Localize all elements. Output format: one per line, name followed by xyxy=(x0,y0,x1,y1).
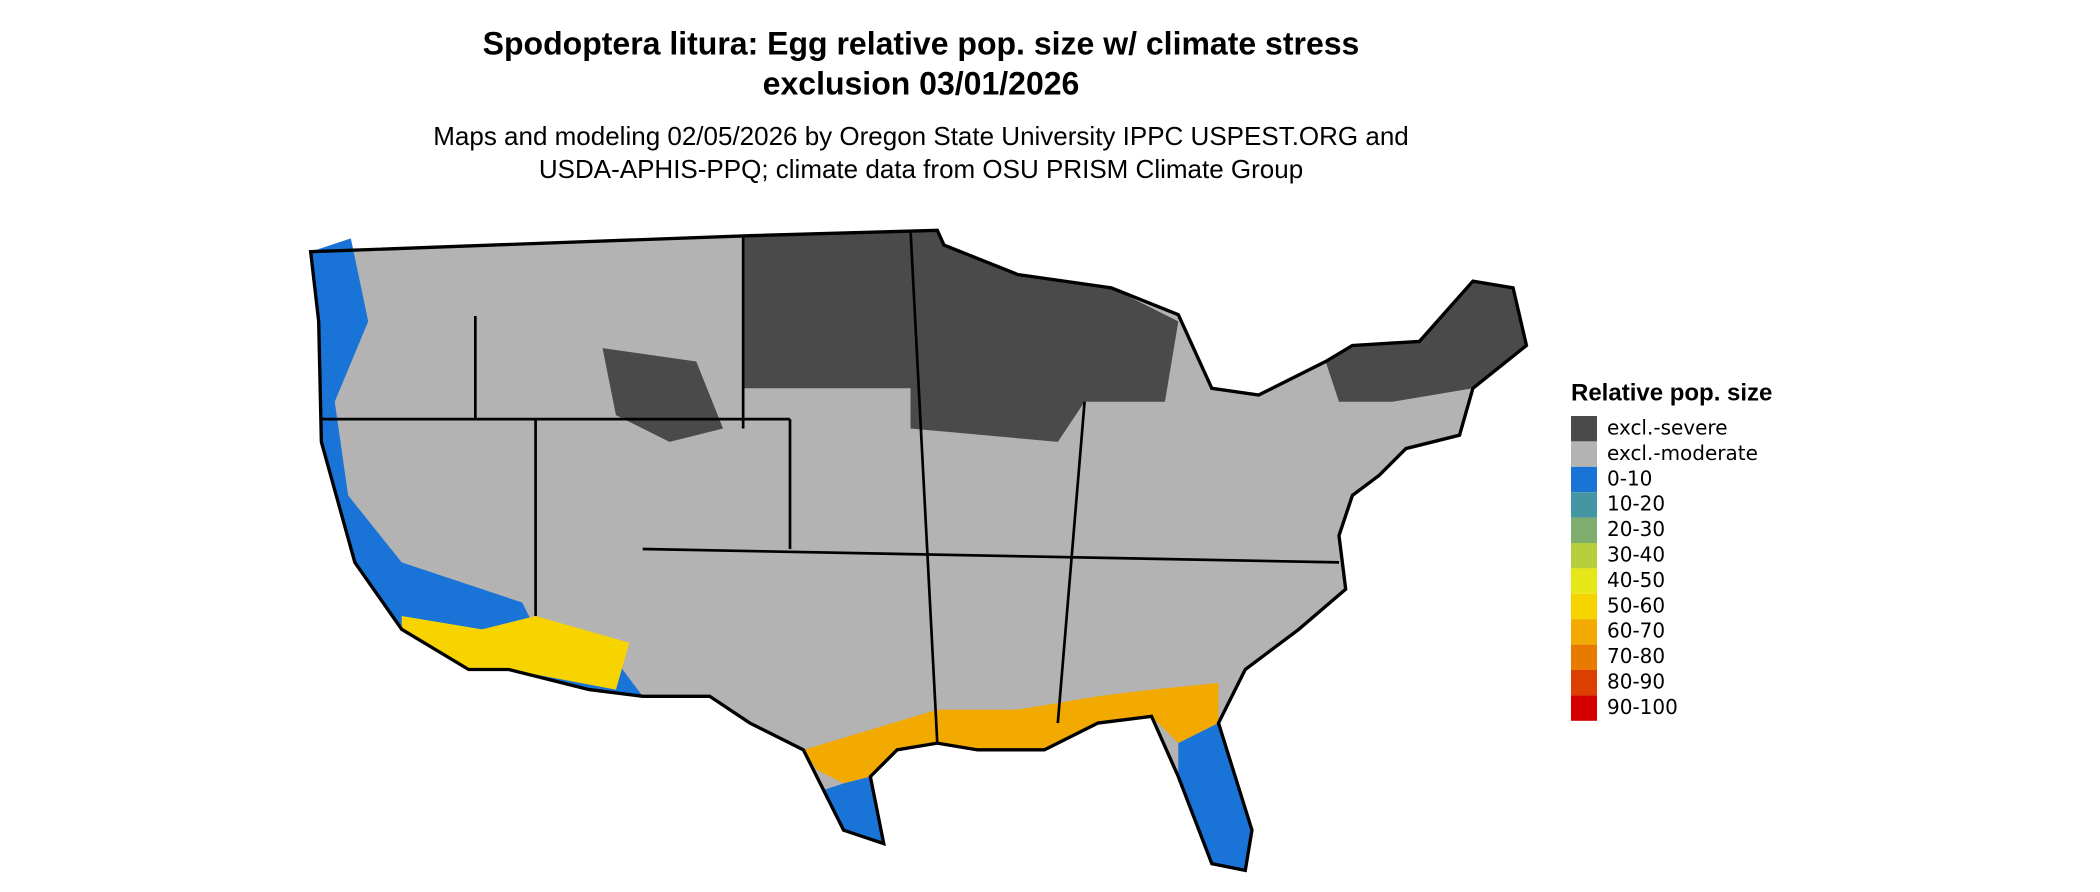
legend-label: 20-30 xyxy=(1607,517,1665,541)
legend-label: 50-60 xyxy=(1607,593,1665,617)
subtitle-line: Maps and modeling 02/05/2026 by Oregon S… xyxy=(433,121,1409,151)
low-region xyxy=(823,776,884,844)
legend-swatch xyxy=(1571,543,1597,569)
legend-label: 0-10 xyxy=(1607,466,1652,490)
legend-label: 70-80 xyxy=(1607,644,1665,668)
low-region xyxy=(1178,723,1252,871)
mid-region xyxy=(401,615,630,690)
legend-swatch xyxy=(1571,466,1597,493)
legend-label: 90-100 xyxy=(1607,695,1678,719)
legend-title: Relative pop. size xyxy=(1571,379,1772,406)
severe-region xyxy=(1325,281,1527,402)
title-line: Spodoptera litura: Egg relative pop. siz… xyxy=(483,25,1360,61)
legend-label: excl.-severe xyxy=(1607,416,1728,440)
legend-swatch xyxy=(1571,441,1597,467)
legend-swatch xyxy=(1571,593,1597,620)
legend-swatch xyxy=(1571,517,1597,543)
legend-swatch xyxy=(1571,619,1597,645)
legend-label: 30-40 xyxy=(1607,543,1665,567)
us-outline xyxy=(308,228,1529,873)
legend-label: 80-90 xyxy=(1607,670,1665,694)
legend-label: excl.-moderate xyxy=(1607,441,1758,465)
legend-swatch xyxy=(1571,492,1597,518)
legend: excl.-severeexcl.-moderate0-1010-2020-30… xyxy=(1571,416,1758,721)
legend-label: 60-70 xyxy=(1607,619,1665,643)
state-lines xyxy=(321,230,1340,744)
legend-swatch xyxy=(1571,670,1597,696)
low-region xyxy=(310,238,643,697)
legend-label: 10-20 xyxy=(1607,492,1665,516)
legend-label: 40-50 xyxy=(1607,568,1665,592)
map xyxy=(308,228,1529,873)
subtitle-line: USDA-APHIS-PPQ; climate data from OSU PR… xyxy=(539,154,1303,184)
title-line: exclusion 03/01/2026 xyxy=(763,65,1080,101)
legend-swatch xyxy=(1571,695,1597,721)
legend-swatch xyxy=(1571,568,1597,594)
legend-swatch xyxy=(1571,644,1597,670)
legend-swatch xyxy=(1571,416,1597,442)
mid-region xyxy=(803,682,1219,784)
